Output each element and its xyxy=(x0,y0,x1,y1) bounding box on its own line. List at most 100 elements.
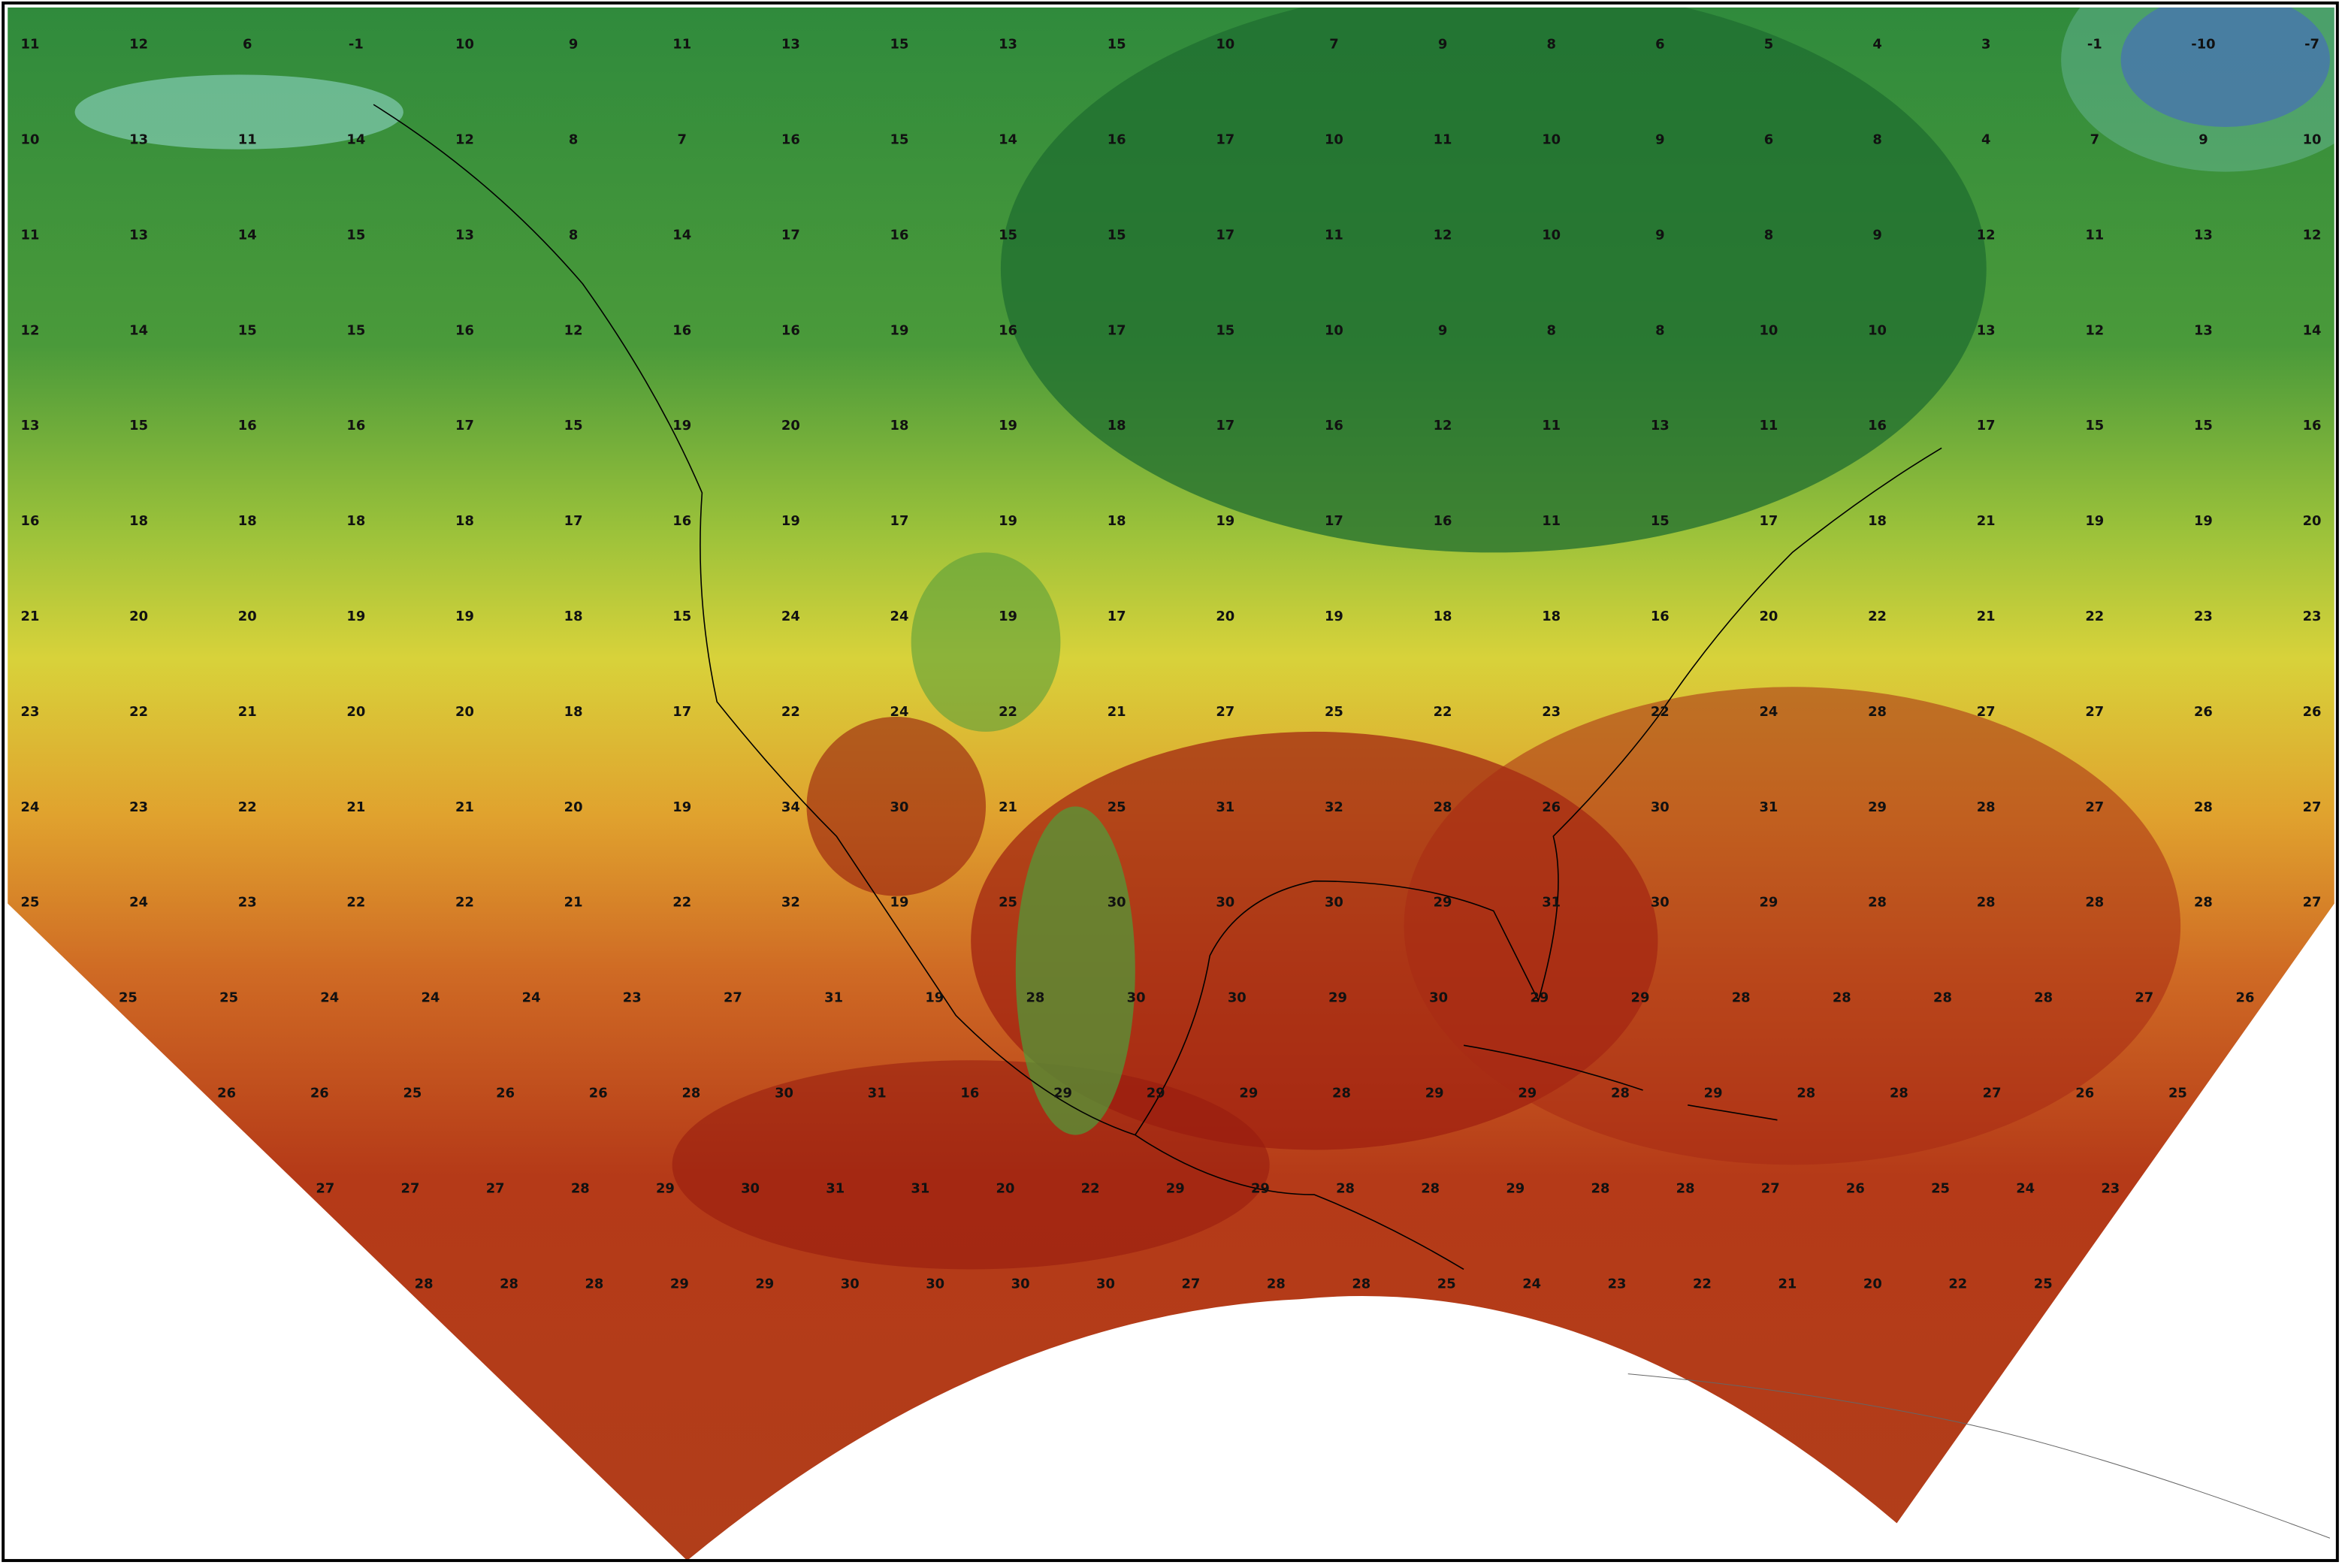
grid-value: 13 xyxy=(129,132,148,148)
grid-value: 9 xyxy=(1438,37,1447,53)
grid-value: 29 xyxy=(1434,895,1452,911)
grid-value: 22 xyxy=(1948,1276,1967,1292)
grid-value: 26 xyxy=(496,1086,515,1101)
grid-value: 28 xyxy=(415,1276,434,1292)
grid-value: 30 xyxy=(1127,990,1146,1006)
grid-value: 10 xyxy=(1759,322,1778,338)
grid-value: 28 xyxy=(571,1180,590,1196)
grid-value: 30 xyxy=(841,1276,860,1292)
grid-value: 26 xyxy=(1542,799,1561,815)
grid-value: 18 xyxy=(890,418,909,434)
grid-value: 31 xyxy=(1759,799,1778,815)
grid-value: 27 xyxy=(316,1180,334,1196)
grid-value: 19 xyxy=(455,609,474,624)
grid-value: 6 xyxy=(1764,132,1773,148)
grid-value: 24 xyxy=(421,990,440,1006)
grid-value: 20 xyxy=(564,799,583,815)
grid-value: -10 xyxy=(2191,37,2215,53)
grid-value: 25 xyxy=(1108,799,1126,815)
grid-value: 22 xyxy=(1434,704,1452,720)
grid-value: 30 xyxy=(775,1086,793,1101)
grid-value: 16 xyxy=(672,513,691,529)
grid-value: 14 xyxy=(238,227,257,243)
grid-value: 27 xyxy=(2303,895,2322,911)
grid-value: 29 xyxy=(1328,990,1347,1006)
grid-value: 18 xyxy=(1108,418,1126,434)
grid-value: 30 xyxy=(890,799,909,815)
grid-value: 12 xyxy=(2303,227,2322,243)
grid-value: 15 xyxy=(564,418,583,434)
grid-value: 26 xyxy=(217,1086,236,1101)
grid-value: 28 xyxy=(1026,990,1044,1006)
grid-value: 15 xyxy=(238,322,257,338)
grid-value: 26 xyxy=(2303,704,2322,720)
grid-value: 22 xyxy=(1693,1276,1712,1292)
grid-value: 10 xyxy=(1542,132,1561,148)
grid-value: 8 xyxy=(1546,37,1555,53)
grid-value: 29 xyxy=(1251,1180,1270,1196)
grid-value: 26 xyxy=(1846,1180,1865,1196)
grid-value: 29 xyxy=(1053,1086,1072,1101)
grid-value: 8 xyxy=(569,132,578,148)
grid-value: 22 xyxy=(781,704,800,720)
grid-value: 22 xyxy=(1081,1180,1100,1196)
grid-value: 15 xyxy=(999,227,1017,243)
grid-value: 16 xyxy=(999,322,1017,338)
grid-value: 19 xyxy=(999,609,1017,624)
grid-value: 19 xyxy=(925,990,944,1006)
grid-value: 30 xyxy=(1651,799,1670,815)
grid-value: 26 xyxy=(2075,1086,2094,1101)
value-labels: 11 12 6 -1 10 9 11 13 15 13 15 10 7 9 8 6 5 4 3 -1 -10 -7 10 13… xyxy=(21,37,2322,1292)
grid-value: 17 xyxy=(1977,418,1996,434)
grid-value: 19 xyxy=(1216,513,1234,529)
grid-value: 31 xyxy=(1542,895,1561,911)
grid-value: 21 xyxy=(1108,704,1126,720)
grid-value: 18 xyxy=(346,513,365,529)
grid-value: 13 xyxy=(21,418,40,434)
grid-value: 15 xyxy=(346,227,365,243)
grid-value: 27 xyxy=(724,990,742,1006)
grid-value: 6 xyxy=(243,37,252,53)
grid-value: 19 xyxy=(2194,513,2213,529)
grid-value: 17 xyxy=(1108,609,1126,624)
grid-value: 27 xyxy=(2085,704,2104,720)
grid-value: 24 xyxy=(21,799,40,815)
grid-value: 16 xyxy=(781,132,800,148)
grid-value: 24 xyxy=(522,990,541,1006)
grid-value: 31 xyxy=(868,1086,887,1101)
grid-value: 16 xyxy=(2303,418,2322,434)
grid-value: 10 xyxy=(1325,132,1343,148)
grid-value: 23 xyxy=(2303,609,2322,624)
grid-value: 30 xyxy=(1096,1276,1115,1292)
grid-value: 29 xyxy=(1425,1086,1444,1101)
grid-value: -1 xyxy=(2087,37,2102,53)
grid-value: 20 xyxy=(996,1180,1015,1196)
grid-value: 19 xyxy=(1325,609,1343,624)
grid-value: 17 xyxy=(672,704,691,720)
grid-value: 25 xyxy=(119,990,137,1006)
grid-value: 24 xyxy=(890,704,909,720)
grid-value: 20 xyxy=(781,418,800,434)
grid-value: 24 xyxy=(320,990,339,1006)
grid-value: 28 xyxy=(1833,990,1851,1006)
grid-value: 17 xyxy=(1216,418,1234,434)
grid-value: 26 xyxy=(2236,990,2255,1006)
grid-value: 10 xyxy=(1325,322,1343,338)
grid-value: 15 xyxy=(129,418,148,434)
grid-value: 29 xyxy=(1530,990,1549,1006)
grid-value: 18 xyxy=(455,513,474,529)
grid-value: 22 xyxy=(999,704,1017,720)
grid-value: 28 xyxy=(681,1086,700,1101)
grid-value: 14 xyxy=(2303,322,2322,338)
grid-value: -1 xyxy=(349,37,364,53)
grid-value: 15 xyxy=(890,37,909,53)
grid-value: 8 xyxy=(1764,227,1773,243)
grid-value: 12 xyxy=(2085,322,2104,338)
grid-value: 28 xyxy=(1868,704,1887,720)
grid-value: 12 xyxy=(455,132,474,148)
grid-value: 20 xyxy=(1216,609,1234,624)
grid-value: 11 xyxy=(21,37,40,53)
grid-value: 30 xyxy=(1216,895,1234,911)
grid-value: 27 xyxy=(1761,1180,1780,1196)
